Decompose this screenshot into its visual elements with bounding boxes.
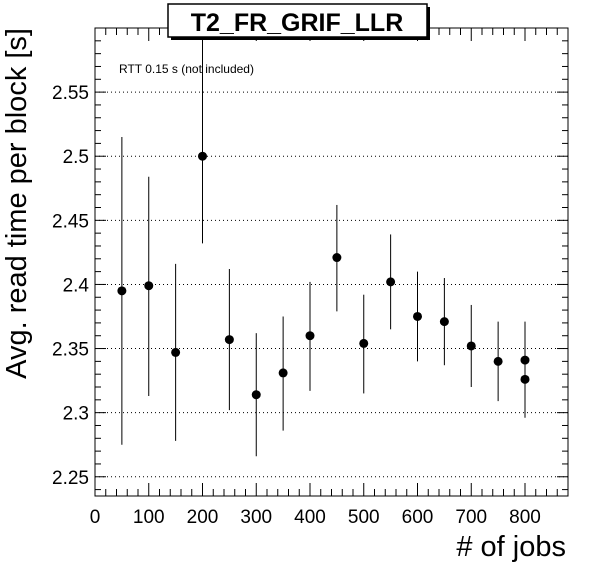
grid-layer (95, 91, 568, 478)
data-point (439, 317, 449, 327)
title-box (167, 3, 428, 38)
data-point (117, 286, 127, 296)
x-tick-label: 300 (240, 507, 272, 528)
y-tick-label: 2.55 (52, 83, 89, 104)
data-point (171, 347, 181, 357)
chart-title: T2_FR_GRIF_LLR (191, 9, 404, 37)
data-point (520, 374, 530, 384)
y-axis-title: Avg. read time per block [s] (1, 28, 33, 379)
y-tick-label: 2.5 (63, 147, 89, 168)
data-point (144, 281, 154, 291)
axis-layer: 2.25 2.3 2.35 2.4 2.45 2.5 2.55 0 100 200 300 400 50… (52, 27, 569, 528)
y-tick-label: 2.3 (63, 404, 89, 425)
data-point (413, 311, 422, 321)
y-tick-label: 2.4 (63, 275, 90, 296)
data-point (493, 356, 503, 366)
x-tick-label: 0 (90, 507, 101, 528)
data-layer (117, 28, 530, 457)
data-point (332, 253, 342, 263)
x-tick-label: 100 (133, 507, 165, 528)
x-tick-label: 600 (402, 507, 434, 528)
data-point (386, 277, 396, 287)
x-tick-label: 500 (348, 507, 380, 528)
data-point (466, 341, 476, 351)
x-axis-title: # of jobs (456, 531, 566, 563)
y-tick-label: 2.45 (52, 211, 89, 232)
y-tick-label: 2.35 (52, 340, 89, 361)
data-point (224, 335, 234, 345)
title-box-shadow-bottom (171, 37, 430, 40)
data-point (305, 331, 315, 341)
data-point (359, 338, 369, 348)
data-point (198, 151, 207, 161)
x-tick-label: 800 (509, 507, 541, 528)
data-point (278, 368, 288, 378)
data-point (251, 390, 261, 400)
x-tick-label: 400 (294, 507, 326, 528)
y-tick-label: 2.25 (52, 468, 89, 489)
rtt-annotation: RTT 0.15 s (not included) (119, 62, 254, 76)
x-tick-label: 700 (455, 507, 487, 528)
title-box-shadow-right (427, 7, 430, 40)
x-tick-label: 200 (187, 507, 219, 528)
